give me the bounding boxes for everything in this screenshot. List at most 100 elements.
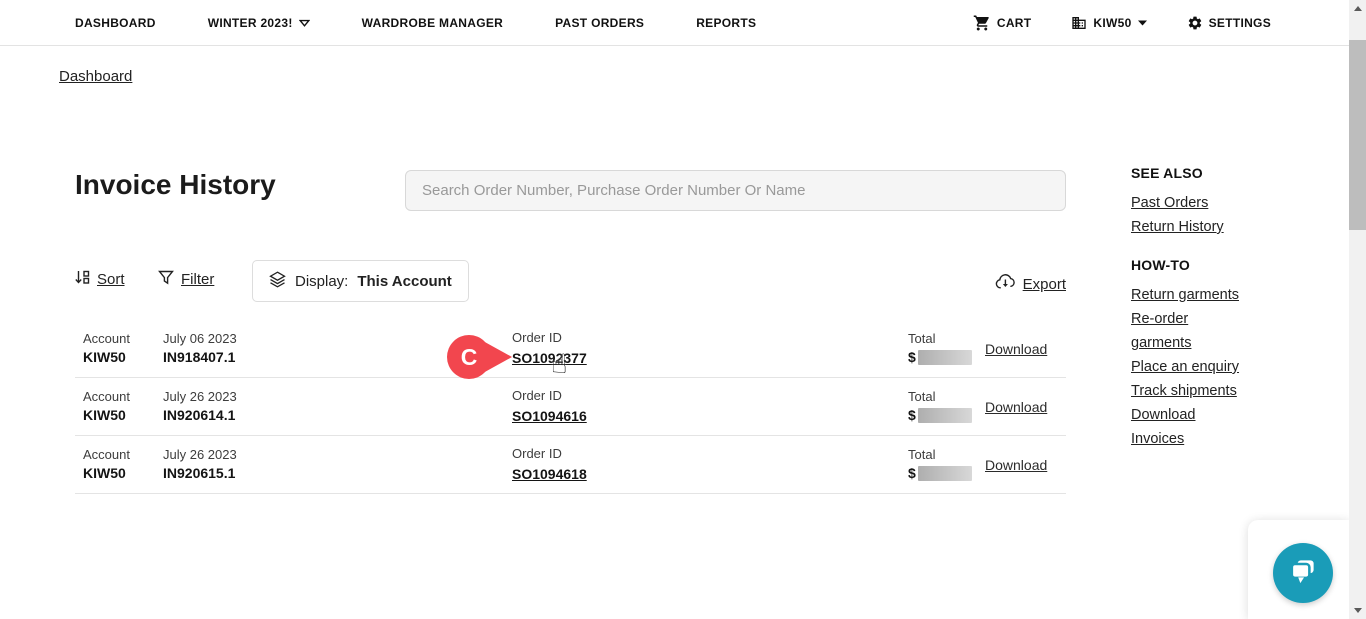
account-label: KIW50 [1093, 15, 1132, 30]
see-also-heading: SEE ALSO [1131, 165, 1203, 181]
see-also-links: Past Orders Return History [1131, 191, 1249, 239]
scrollbar-thumb[interactable] [1349, 40, 1366, 230]
total-value: $ [908, 348, 985, 366]
sidebar-link-track-shipments[interactable]: Track shipments [1131, 383, 1237, 399]
nav-item-label: WARDROBE MANAGER [361, 15, 504, 30]
layers-icon [269, 270, 286, 292]
redacted-amount [917, 466, 972, 482]
chevron-down-outline-icon [298, 19, 310, 27]
order-id-label: Order ID [512, 330, 562, 346]
sidebar-link-download-invoices[interactable]: Download Invoices [1131, 407, 1196, 447]
nav-item-reports[interactable]: REPORTS [696, 16, 756, 30]
filter-button[interactable]: Filter [158, 270, 214, 289]
order-id-link[interactable]: SO1094616 [512, 407, 587, 424]
currency-symbol: $ [908, 406, 916, 423]
invoice-number: IN918407.1 [163, 348, 236, 365]
order-id-link[interactable]: SO1094618 [512, 465, 587, 482]
account-value: KIW50 [83, 464, 126, 481]
invoice-row: Account KIW50 July 06 2023 IN918407.1 Or… [75, 320, 1066, 378]
how-to-links: Return garments Re-order garments Place … [1131, 283, 1249, 451]
sort-button[interactable]: Sort [75, 270, 125, 289]
nav-item-label: DASHBOARD [75, 15, 156, 30]
total-label: Total [908, 446, 936, 462]
export-label: Export [1022, 275, 1066, 293]
cloud-download-icon [995, 274, 1016, 294]
filter-label: Filter [181, 271, 215, 288]
download-cell: Download [985, 378, 1066, 435]
order-id-label: Order ID [512, 388, 562, 404]
sidebar-link-past-orders[interactable]: Past Orders [1131, 195, 1209, 211]
sidebar-link-return-garments[interactable]: Return garments [1131, 287, 1239, 303]
order-id-cell: Order ID SO1094618 [512, 436, 908, 493]
filter-funnel-icon [158, 270, 174, 289]
how-to-heading: HOW-TO [1131, 257, 1190, 273]
top-nav: DASHBOARD WINTER 2023! WARDROBE MANAGER … [0, 0, 1349, 46]
breadcrumb-dashboard-link[interactable]: Dashboard [59, 68, 133, 85]
invoice-list: Account KIW50 July 06 2023 IN918407.1 Or… [75, 320, 1066, 494]
invoice-number: IN920615.1 [163, 464, 236, 481]
nav-item-label: REPORTS [696, 15, 757, 30]
chat-bubbles-icon [1286, 555, 1320, 592]
nav-item-wardrobe-manager[interactable]: WARDROBE MANAGER [362, 16, 503, 30]
invoice-number: IN920614.1 [163, 406, 236, 423]
nav-item-past-orders[interactable]: PAST ORDERS [555, 16, 644, 30]
account-cell: Account KIW50 [75, 320, 163, 377]
building-icon [1071, 15, 1087, 31]
page-scrollbar[interactable] [1349, 0, 1366, 619]
invoice-date-cell: July 06 2023 IN918407.1 [163, 320, 512, 377]
nav-item-winter-2023[interactable]: WINTER 2023! [208, 16, 310, 30]
sidebar-link-reorder-garments[interactable]: Re-order garments [1131, 311, 1192, 351]
total-cell: Total $ [908, 320, 985, 377]
scrollbar-down-arrow[interactable] [1349, 602, 1366, 619]
download-link[interactable]: Download [985, 398, 1048, 415]
search-input[interactable] [405, 170, 1066, 211]
right-sidebar: SEE ALSO Past Orders Return History HOW-… [1131, 165, 1249, 469]
total-label: Total [908, 388, 936, 404]
export-button[interactable]: Export [995, 274, 1066, 294]
sidebar-link-place-enquiry[interactable]: Place an enquiry [1131, 359, 1240, 375]
account-label: Account [83, 446, 130, 462]
nav-item-label: WINTER 2023! [207, 15, 293, 30]
redacted-amount [917, 350, 972, 366]
account-label: Account [83, 388, 130, 404]
account-value: KIW50 [83, 348, 126, 365]
invoice-date: July 26 2023 [163, 446, 237, 462]
invoice-row: Account KIW50 July 26 2023 IN920615.1 Or… [75, 436, 1066, 494]
nav-right: CART KIW50 SETTINGS [973, 14, 1349, 32]
sort-icon [75, 270, 90, 289]
nav-item-dashboard[interactable]: DASHBOARD [75, 16, 156, 30]
total-cell: Total $ [908, 378, 985, 435]
sidebar-link-return-history[interactable]: Return History [1131, 219, 1224, 235]
breadcrumb: Dashboard [59, 68, 132, 85]
nav-item-label: PAST ORDERS [555, 15, 645, 30]
redacted-amount [917, 408, 972, 424]
chat-launcher-button[interactable] [1273, 543, 1333, 603]
order-id-cell: Order ID SO1094616 [512, 378, 908, 435]
download-cell: Download [985, 436, 1066, 493]
scrollbar-up-arrow[interactable] [1349, 0, 1366, 17]
invoice-row: Account KIW50 July 26 2023 IN920614.1 Or… [75, 378, 1066, 436]
download-link[interactable]: Download [985, 456, 1048, 473]
total-value: $ [908, 406, 985, 424]
account-value: KIW50 [83, 406, 126, 423]
order-id-link[interactable]: SO1092377 [512, 349, 587, 366]
nav-left: DASHBOARD WINTER 2023! WARDROBE MANAGER … [75, 16, 756, 30]
account-switcher[interactable]: KIW50 [1071, 15, 1147, 31]
total-value: $ [908, 465, 985, 482]
settings-button[interactable]: SETTINGS [1187, 15, 1271, 31]
invoice-date-cell: July 26 2023 IN920614.1 [163, 378, 512, 435]
chevron-down-filled-icon [1137, 20, 1147, 26]
order-id-cell: Order ID SO1092377 [512, 320, 908, 377]
download-link[interactable]: Download [985, 340, 1048, 357]
total-label: Total [908, 330, 936, 346]
gear-icon [1187, 15, 1203, 31]
cart-icon [973, 14, 991, 32]
page-title: Invoice History [75, 169, 276, 200]
download-cell: Download [985, 320, 1066, 377]
display-scope-button[interactable]: Display: This Account [252, 260, 469, 302]
currency-symbol: $ [908, 348, 916, 365]
cart-button[interactable]: CART [973, 14, 1032, 32]
display-value: This Account [357, 272, 452, 290]
toolbar: Sort Filter Display: This Account [75, 260, 1066, 302]
